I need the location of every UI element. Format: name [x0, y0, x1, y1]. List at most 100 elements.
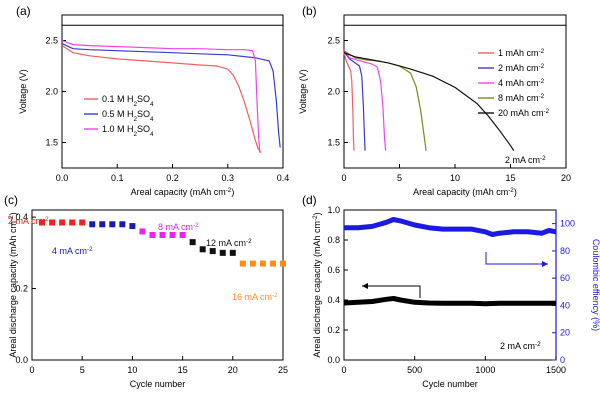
x-axis-label: Cycle number [130, 379, 186, 389]
y-tick-label: 2.5 [45, 36, 58, 46]
legend-label: 0.1 M H2SO4 [102, 94, 154, 108]
y-tick-label: 0.4 [327, 295, 340, 305]
x-axis-label: Areal capacity (mAh cm-2) [413, 187, 517, 198]
plot-frame [343, 14, 567, 169]
series-label: 16 mA cm-2 [232, 292, 278, 303]
y2-tick-label: 20 [560, 328, 570, 338]
series-line [343, 49, 387, 151]
y-axis-label: Voltage (V) [18, 69, 28, 114]
y-tick-label: 0.2 [327, 325, 340, 335]
data-point [229, 249, 236, 256]
x-tick-label: 0 [341, 173, 346, 183]
series-line [343, 52, 355, 151]
data-point [259, 260, 266, 267]
x-tick-label: 0.1 [111, 173, 124, 183]
data-point [79, 219, 86, 226]
data-point [199, 246, 206, 253]
panel-d: 0 500 1000 1500 0.0 0.2 0.4 0.6 0.8 1.0 0 20 40 60 80 1… [302, 193, 600, 389]
y-tick-label: 2.0 [327, 87, 340, 97]
legend-label: 4 mAh cm-2 [498, 78, 545, 89]
y-tick-label: 0.8 [327, 235, 340, 245]
annotation: 2 mA cm-2 [505, 155, 546, 166]
y-axis-label: Areal discharge capacity (mAh cm-2) [8, 212, 19, 357]
panel-a: 0.0 0.1 0.2 0.3 0.4 1.5 2.0 2.5 Areal capacity (… [16, 4, 289, 197]
y-tick-label: 2.5 [327, 36, 340, 46]
x-tick-label: 10 [450, 173, 460, 183]
y-tick-label: 0.0 [327, 355, 340, 365]
data-point [69, 219, 76, 226]
x-axis-label: Areal capacity (mAh cm-2) [131, 187, 235, 198]
data-point [159, 232, 166, 238]
data-point [239, 260, 246, 267]
arrow-to-left-axis [362, 285, 421, 298]
arrow-head-left [362, 283, 368, 289]
data-point [99, 221, 106, 228]
y2-tick-label: 80 [560, 246, 570, 256]
x-tick-label: 0.4 [277, 173, 290, 183]
plot-frame [31, 209, 284, 361]
panel-label: (c) [4, 193, 18, 207]
data-point [179, 232, 186, 238]
data-point [119, 221, 126, 228]
x-tick-label: 0.3 [221, 173, 234, 183]
y-axis-label: Areal discharge capacity (mAh cm-2) [312, 212, 323, 357]
arrow-to-right-axis [485, 252, 548, 265]
x-tick-label: 15 [178, 365, 188, 375]
legend-label: 8 mAh cm-2 [498, 93, 545, 104]
arrow-head-right [542, 261, 548, 267]
series-label: 2 mA cm-2 [8, 216, 49, 227]
y2-tick-label: 0 [560, 355, 565, 365]
data-point [249, 260, 256, 267]
x-tick-label: 0 [29, 365, 34, 375]
series-line [61, 39, 261, 153]
data-point [89, 221, 96, 228]
y-tick-label: 1.5 [45, 138, 58, 148]
series-line [61, 45, 262, 154]
panel-label: (b) [302, 4, 317, 18]
data-point [59, 219, 66, 226]
x-tick-label: 5 [397, 173, 402, 183]
data-point [219, 249, 226, 256]
y-tick-label: 0.4 [15, 212, 28, 222]
data-point [189, 239, 196, 246]
series-line [61, 43, 281, 148]
data-point [169, 232, 176, 238]
y-tick-label: 0.0 [15, 355, 28, 365]
y-tick-label: 0.6 [327, 265, 340, 275]
y2-tick-label: 100 [560, 219, 575, 229]
data-point [149, 232, 156, 238]
x-tick-label: 1500 [546, 365, 566, 375]
y-tick-label: 2.0 [45, 87, 58, 97]
x-tick-label: 0.2 [166, 173, 179, 183]
x-tick-label: 20 [561, 173, 571, 183]
series-line [343, 50, 427, 151]
panel-label: (d) [302, 193, 317, 207]
x-tick-label: 15 [505, 173, 515, 183]
y-axis-label: Voltage (V) [298, 69, 308, 114]
legend-label: 1 mAh cm-2 [498, 48, 545, 59]
panel-b: 0 5 10 15 20 1.5 2.0 2.5 Areal capacity (mAh cm-… [298, 4, 571, 197]
x-tick-label: 1000 [475, 365, 495, 375]
series-line [343, 296, 556, 307]
y2-axis-label: Coulombic effiency (%) [591, 239, 600, 331]
y-tick-label: 1.5 [327, 138, 340, 148]
series-line [344, 217, 557, 237]
x-tick-label: 500 [407, 365, 422, 375]
series-line [343, 52, 515, 152]
y2-tick-label: 60 [560, 273, 570, 283]
x-axis-label: Cycle number [422, 379, 478, 389]
x-tick-label: 20 [228, 365, 238, 375]
data-point [49, 219, 56, 226]
x-tick-label: 5 [80, 365, 85, 375]
data-point [139, 228, 146, 235]
y-tick-label: 1.0 [327, 205, 340, 215]
y2-tick-label: 40 [560, 300, 570, 310]
data-point [109, 221, 116, 228]
legend-label: 1.0 M H2SO4 [102, 124, 154, 138]
data-point [209, 248, 216, 255]
data-point [280, 260, 286, 267]
x-tick-label: 0.0 [56, 173, 69, 183]
legend-label: 0.5 M H2SO4 [102, 109, 154, 123]
annotation: 2 mA cm-2 [500, 341, 541, 352]
